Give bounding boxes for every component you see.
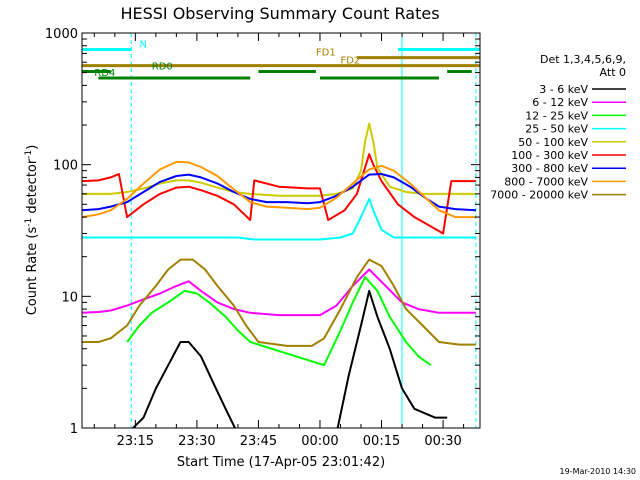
series-line-8 <box>82 160 476 219</box>
legend-label-1: 3 - 6 keV <box>539 83 588 96</box>
legend-label-3: 12 - 25 keV <box>525 109 588 122</box>
y-tick-label: 1000 <box>45 27 78 42</box>
legend-label-4: 25 - 50 keV <box>525 123 588 136</box>
y-tick-label: 10 <box>61 290 78 305</box>
y-axis: 1 10 100 1000 <box>45 27 480 437</box>
series-line-4 <box>82 197 476 241</box>
x-tick-label: 23:45 <box>240 434 277 449</box>
series-line-6 <box>82 153 476 235</box>
legend-label-2: 6 - 12 keV <box>532 96 588 109</box>
series-line-3 <box>126 276 432 367</box>
legend-label-7: 300 - 800 keV <box>511 162 588 175</box>
series-line-7 <box>82 173 476 212</box>
legend-header-line-1: Det 1,3,4,5,6,9, <box>540 53 626 66</box>
legend-label-5: 50 - 100 keV <box>518 136 588 149</box>
legend-label-6: 100 - 300 keV <box>511 149 588 162</box>
series-line-1 <box>131 289 448 428</box>
series-line-9 <box>82 258 476 347</box>
y-tick-label: 1 <box>70 422 78 437</box>
y-axis-label: Count Rate (s-1 detector-1) <box>24 145 40 316</box>
plot-area: N FD1 FD2 RD0 RD4 <box>82 33 480 428</box>
legend-header-line-2: Att 0 <box>600 66 626 79</box>
flag-label-n: N <box>139 39 146 50</box>
chart-title: HESSI Observing Summary Count Rates <box>120 4 439 23</box>
x-axis-label: Start Time (17-Apr-05 23:01:42) <box>177 455 385 470</box>
plot-frame <box>81 32 481 429</box>
flag-label-fd2: FD2 <box>340 56 360 67</box>
series-line-2 <box>82 268 476 317</box>
flag-label-rd4: RD4 <box>94 68 115 79</box>
x-tick-label: 23:15 <box>117 434 154 449</box>
x-axis: 23:15 23:30 23:45 00:00 00:15 00:30 <box>93 33 465 449</box>
timestamp: 19-Mar-2010 14:30 <box>560 467 637 476</box>
x-tick-label: 00:30 <box>424 434 461 449</box>
flag-label-fd1: FD1 <box>316 48 336 59</box>
x-tick-label: 00:15 <box>363 434 400 449</box>
x-tick-label: 00:00 <box>301 434 338 449</box>
x-tick-label: 23:30 <box>178 434 215 449</box>
flag-label-rd0: RD0 <box>152 62 173 73</box>
legend-label-8: 800 - 7000 keV <box>504 175 588 188</box>
legend-label-9: 7000 - 20000 keV <box>490 189 588 202</box>
y-tick-label: 100 <box>53 159 78 174</box>
